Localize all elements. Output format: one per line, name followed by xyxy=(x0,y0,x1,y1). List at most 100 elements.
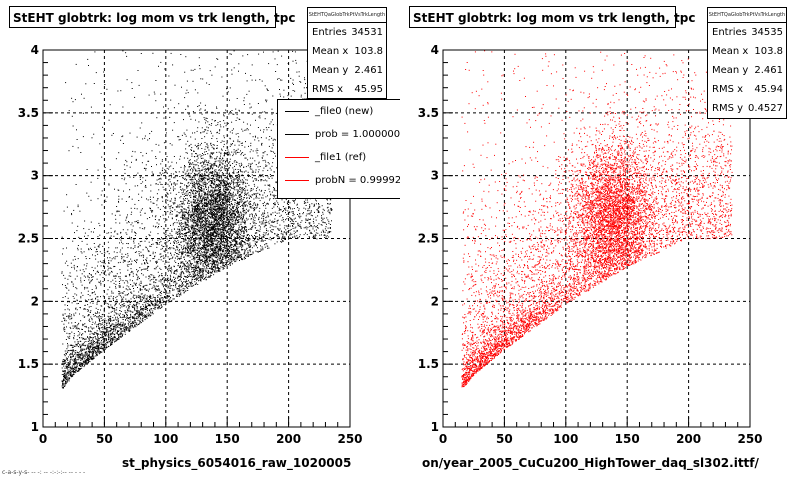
scatter-point xyxy=(128,310,130,312)
scatter-point xyxy=(251,177,253,179)
scatter-point xyxy=(164,169,166,171)
scatter-point xyxy=(110,306,112,308)
scatter-point xyxy=(138,253,140,255)
scatter-point xyxy=(245,166,247,168)
scatter-point xyxy=(109,267,111,269)
scatter-point xyxy=(222,201,223,203)
scatter-point xyxy=(82,136,84,138)
scatter-point xyxy=(210,172,212,174)
scatter-point xyxy=(139,312,141,314)
scatter-point xyxy=(149,196,151,198)
scatter-point xyxy=(227,128,229,130)
scatter-point xyxy=(119,276,121,278)
scatter-point xyxy=(197,222,199,224)
scatter-point xyxy=(235,214,236,216)
scatter-point xyxy=(112,328,114,330)
scatter-point xyxy=(197,216,199,218)
scatter-point xyxy=(228,257,230,259)
scatter-point xyxy=(317,232,319,234)
scatter-point xyxy=(195,282,197,284)
scatter-point xyxy=(197,259,199,261)
scatter-point xyxy=(64,361,66,363)
scatter-point xyxy=(73,335,75,337)
scatter-point xyxy=(218,203,220,205)
scatter-point xyxy=(156,279,158,281)
scatter-point xyxy=(85,338,87,340)
scatter-point xyxy=(210,132,212,134)
scatter-point xyxy=(326,238,328,240)
scatter-point xyxy=(220,182,222,184)
scatter-point xyxy=(232,206,234,208)
scatter-point xyxy=(210,236,212,238)
scatter-point xyxy=(315,229,317,231)
scatter-point xyxy=(227,243,229,245)
scatter-point xyxy=(205,218,207,220)
scatter-point xyxy=(221,185,223,187)
scatter-point xyxy=(164,266,166,268)
scatter-point xyxy=(135,305,137,307)
scatter-point xyxy=(134,308,135,310)
scatter-point xyxy=(144,296,146,298)
scatter-point xyxy=(120,279,122,281)
scatter-point xyxy=(202,230,204,232)
scatter-point xyxy=(188,229,190,231)
scatter-point xyxy=(209,157,211,159)
scatter-point xyxy=(68,150,70,152)
scatter-point xyxy=(139,241,141,243)
scatter-point xyxy=(168,179,169,181)
scatter-point xyxy=(105,323,107,325)
scatter-point xyxy=(289,202,291,204)
scatter-point xyxy=(146,259,147,261)
scatter-point xyxy=(225,168,227,170)
scatter-point xyxy=(185,212,187,213)
scatter-point xyxy=(227,122,229,124)
scatter-point xyxy=(178,254,180,255)
scatter-point xyxy=(188,160,190,162)
scatter-point xyxy=(318,223,320,225)
scatter-point xyxy=(229,158,231,160)
scatter-point xyxy=(169,259,171,260)
scatter-point xyxy=(150,308,152,310)
scatter-point xyxy=(226,203,228,205)
scatter-point xyxy=(287,210,289,212)
scatter-point xyxy=(211,228,213,229)
scatter-point xyxy=(224,185,226,186)
scatter-point xyxy=(219,130,221,132)
scatter-point xyxy=(223,180,225,182)
scatter-point xyxy=(166,245,168,247)
scatter-point xyxy=(186,224,188,226)
scatter-point xyxy=(86,263,88,265)
scatter-point xyxy=(98,327,100,329)
scatter-point xyxy=(83,355,85,357)
scatter-point xyxy=(165,211,167,213)
scatter-point xyxy=(169,247,170,249)
scatter-point xyxy=(133,316,135,318)
scatter-point xyxy=(76,325,78,327)
scatter-point xyxy=(207,262,209,264)
scatter-point xyxy=(156,164,157,166)
scatter-point xyxy=(110,304,112,306)
scatter-point xyxy=(104,321,106,323)
scatter-point xyxy=(208,206,210,208)
scatter-point xyxy=(92,340,94,342)
scatter-point xyxy=(253,193,255,195)
scatter-point xyxy=(278,78,280,79)
scatter-point xyxy=(216,186,218,188)
scatter-point xyxy=(178,236,180,238)
scatter-point xyxy=(98,338,100,340)
scatter-point xyxy=(97,334,98,336)
scatter-point xyxy=(230,236,232,238)
scatter-point xyxy=(190,285,192,287)
scatter-point xyxy=(205,122,206,124)
scatter-point xyxy=(114,258,116,260)
scatter-point xyxy=(208,84,210,85)
scatter-point xyxy=(264,111,266,113)
scatter-point xyxy=(217,242,219,244)
scatter-point xyxy=(84,338,85,340)
scatter-point xyxy=(179,155,181,157)
scatter-point xyxy=(198,220,200,222)
scatter-point xyxy=(197,92,199,94)
scatter-point xyxy=(203,198,205,200)
scatter-point xyxy=(235,182,237,184)
scatter-point xyxy=(199,207,201,209)
